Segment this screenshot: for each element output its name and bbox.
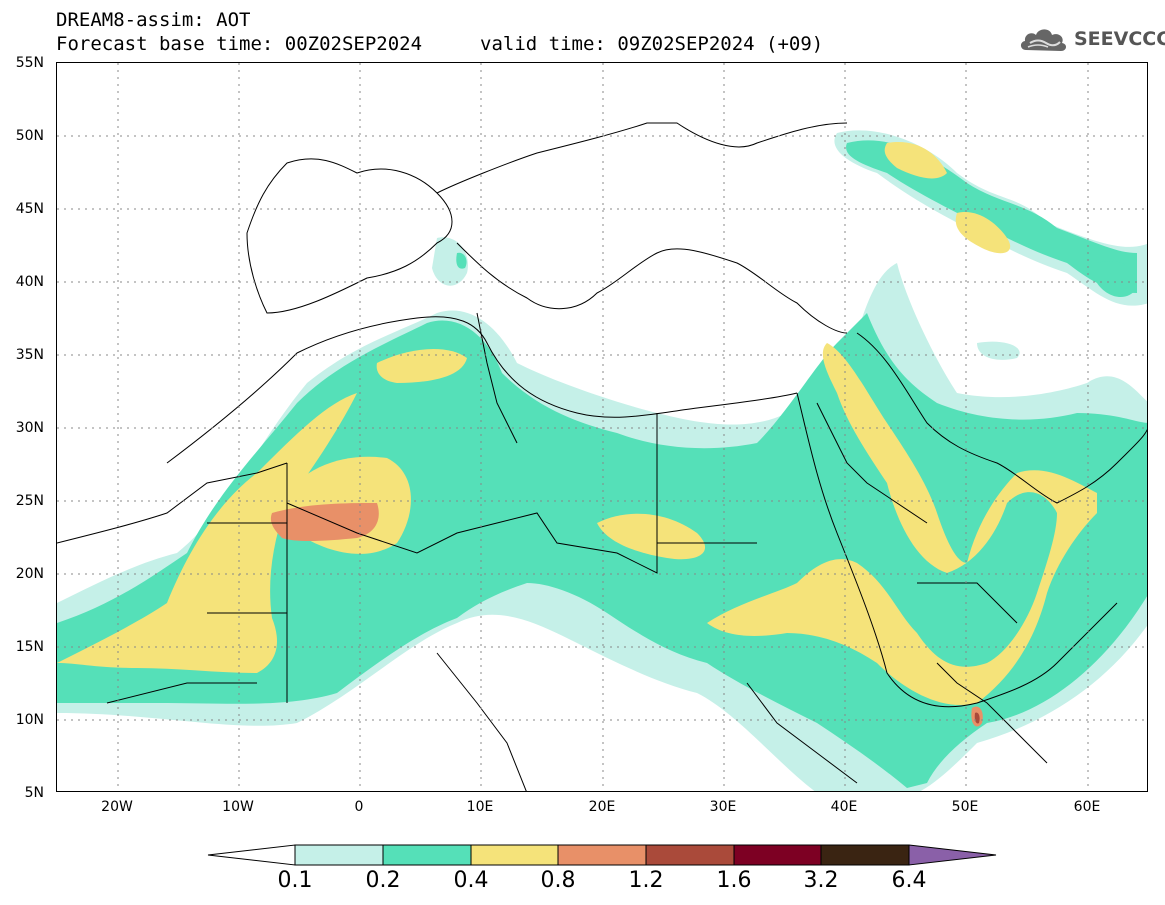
aot-field-map [57,63,1147,791]
colorbar-label-0.4: 0.4 [453,868,489,893]
lat-label-25n: 25N [15,493,44,509]
lat-label-30n: 30N [15,420,44,436]
colorbar-label-3.2: 3.2 [803,868,839,893]
logo-text: SEEVCCC [1074,28,1165,50]
colorbar-bin-3 [470,844,559,866]
colorbar-label-1.2: 1.2 [628,868,664,893]
lat-label-45n: 45N [15,201,44,217]
lon-label-0: 0 [354,799,364,815]
lat-label-55n: 55N [15,55,44,71]
gridlines [57,63,1147,791]
aot-band-1.2 [974,712,980,724]
seevccc-logo: SEEVCCC [1018,24,1165,54]
lon-label-10e: 10E [466,799,494,815]
lon-label-20e: 20E [588,799,616,815]
lat-label-15n: 15N [15,639,44,655]
aot-colorbar [207,844,997,866]
lat-label-40n: 40N [15,274,44,290]
colorbar-label-0.8: 0.8 [540,868,576,893]
colorbar-under-arrow [207,844,296,866]
valid-time: valid time: 09Z02SEP2024 (+09) [480,33,824,55]
base-time: Forecast base time: 00Z02SEP2024 [56,33,423,55]
map-title: DREAM8-assim: AOT [56,9,251,31]
lat-label-50n: 50N [15,128,44,144]
colorbar-label-1.6: 1.6 [716,868,752,893]
colorbar-bin-5 [645,844,735,866]
lat-label-35n: 35N [15,347,44,363]
lon-label-10w: 10W [222,799,254,815]
lon-label-60e: 60E [1073,799,1101,815]
lat-label-20n: 20N [15,566,44,582]
lon-label-40e: 40E [830,799,858,815]
colorbar-bin-2 [382,844,472,866]
forecast-times: Forecast base time: 00Z02SEP2024 valid ti… [56,33,823,55]
lon-label-50e: 50E [951,799,979,815]
aot-band-0.8 [270,503,983,727]
colorbar-bin-4 [557,844,647,866]
colorbar-label-6.4: 6.4 [891,868,927,893]
colorbar-label-0.1: 0.1 [277,868,313,893]
colorbar-bin-7 [820,844,910,866]
lon-label-30e: 30E [709,799,737,815]
colorbar-bin-6 [733,844,822,866]
colorbar-label-0.2: 0.2 [365,868,401,893]
map-panel[interactable] [56,62,1148,792]
colorbar-over-arrow [908,844,997,866]
cloud-icon [1020,29,1067,51]
colorbar-bin-1 [294,844,384,866]
lon-label-20w: 20W [101,799,133,815]
lat-label-5n: 5N [24,785,44,801]
coastlines-borders [57,122,1147,791]
lat-label-10n: 10N [15,712,44,728]
